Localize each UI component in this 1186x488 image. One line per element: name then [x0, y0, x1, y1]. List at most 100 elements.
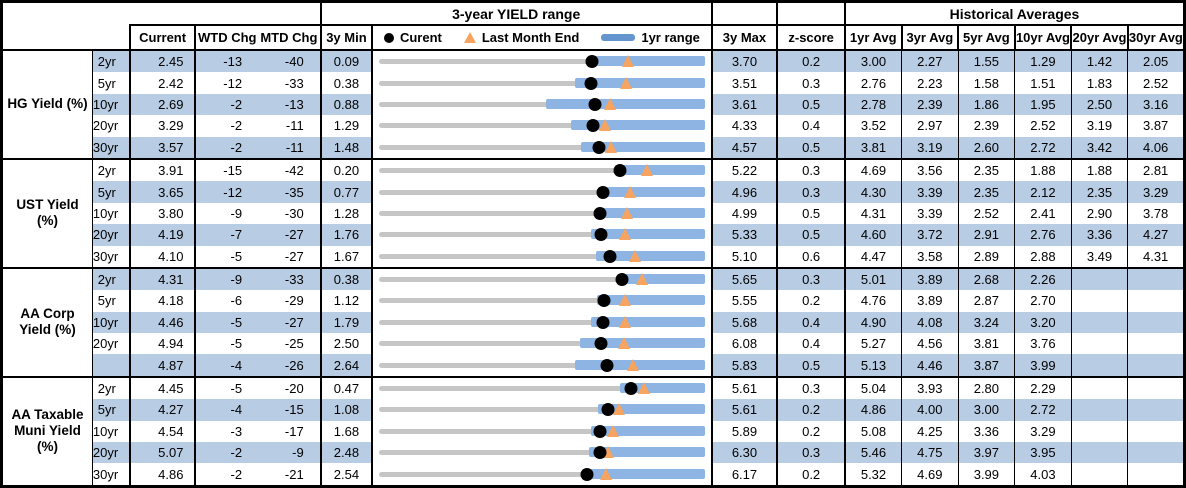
tenor-cell: [92, 354, 130, 377]
current-dot: [615, 273, 629, 287]
tenor-cell: 2yr: [92, 267, 130, 291]
current-dot: [594, 228, 608, 242]
current-cell: 4.19: [128, 224, 197, 246]
three-year-range-track: [379, 277, 705, 283]
avg-cell: 4.03: [1014, 463, 1072, 487]
avg-cell: 1.42: [1071, 50, 1129, 73]
avg-cell: 2.72: [1014, 136, 1072, 159]
mtd-chg-cell: -11: [258, 136, 322, 159]
avg-cell: [1071, 399, 1129, 421]
last-month-end-marker: [604, 97, 617, 110]
3y-max-cell: 3.70: [711, 50, 779, 73]
group-label: AA Corp Yield (%): [1, 267, 93, 377]
yield-range-chart: [379, 94, 705, 115]
wtd-chg-cell: -5: [230, 336, 243, 352]
avg-cell: 2.23: [901, 72, 959, 94]
last-month-end-marker: [620, 206, 633, 219]
yield-range-cell: [372, 290, 713, 312]
group-label: AA Taxable Muni Yield (%): [1, 376, 93, 487]
three-year-range-track: [379, 123, 705, 129]
chart-legend-cell: Curent Last Month End 1yr range: [371, 24, 713, 51]
current-dot: [597, 294, 611, 308]
last-month-end-marker: [619, 228, 632, 241]
z-score-cell: 0.4: [777, 333, 846, 355]
mtd-chg-cell: -33: [258, 267, 322, 291]
current-cell: 2.69: [128, 93, 197, 116]
three-year-range-track: [379, 362, 705, 368]
current-cell: 4.31: [128, 267, 197, 291]
legend-last-month-end-label: Last Month End: [481, 30, 580, 45]
yield-range-chart: [379, 312, 705, 333]
avg-cell: 2.78: [844, 93, 903, 116]
avg-cell: 3.20: [1014, 311, 1072, 334]
current-cell: 3.80: [128, 202, 197, 225]
avg-cell: 2.80: [958, 376, 1016, 400]
yield-range-cell: [372, 93, 713, 116]
avg-cell: [1127, 354, 1185, 377]
avg-cell: 4.30: [844, 181, 903, 203]
table-row: 10yr 2.69 -2 -13 0.88 3.61 0.5 2.78 2.39 1.86 1.95…: [2, 93, 1185, 116]
avg-cell: 4.76: [844, 290, 903, 312]
one-year-range-bar-icon: [601, 34, 636, 41]
current-cell: 4.86: [128, 463, 197, 487]
avg-cell: 2.41: [1014, 202, 1072, 225]
last-month-end-marker: [607, 424, 620, 437]
last-month-end-marker: [604, 140, 617, 153]
yield-group-1: HG Yield (%) 2yr 2.45 -13 -40 0.09 3.70 0.2 3.00…: [1, 50, 1185, 159]
col-header-3y-max: 3y Max: [710, 24, 779, 51]
group-label: UST Yield (%): [1, 158, 93, 268]
one-year-range-bar: [581, 141, 705, 152]
group-label: HG Yield (%): [1, 50, 93, 159]
3y-min-cell: 1.79: [320, 311, 374, 334]
current-cell: 4.87: [128, 354, 197, 377]
col-header-10yr-avg: 10yr Avg: [1013, 24, 1072, 51]
3y-min-cell: 0.38: [320, 72, 374, 94]
last-month-end-marker: [619, 76, 632, 89]
mtd-chg-cell: -15: [258, 399, 322, 421]
three-year-range-track: [379, 80, 705, 86]
3y-max-cell: 5.61: [711, 376, 779, 400]
3y-min-cell: 0.20: [320, 158, 374, 182]
yield-range-chart: [379, 378, 705, 399]
three-year-range-track: [379, 386, 705, 392]
current-dot: [580, 467, 594, 481]
avg-cell: 4.69: [901, 463, 959, 487]
avg-cell: 4.90: [844, 311, 903, 334]
avg-cell: 1.95: [1014, 93, 1072, 116]
avg-cell: 2.39: [958, 115, 1016, 137]
avg-cell: [1071, 420, 1129, 443]
avg-cell: 1.51: [1014, 72, 1072, 94]
avg-cell: 3.42: [1071, 136, 1129, 159]
legend-current-label: Curent: [399, 30, 442, 45]
3y-max-cell: 5.83: [711, 354, 779, 377]
avg-cell: 1.83: [1071, 72, 1129, 94]
3y-max-cell: 5.68: [711, 311, 779, 334]
avg-cell: 3.29: [1014, 420, 1072, 443]
current-dot: [601, 403, 615, 417]
one-year-range-bar: [590, 316, 705, 327]
yield-range-chart: [379, 137, 705, 158]
wtd-chg-cell: -2: [195, 442, 259, 464]
yield-range-cell: [372, 50, 713, 73]
yield-range-chart: [379, 160, 705, 181]
3y-max-cell: 3.61: [711, 93, 779, 116]
current-dot: [584, 76, 598, 90]
avg-cell: 3.99: [958, 463, 1016, 487]
three-year-range-track: [379, 341, 705, 347]
one-year-range-bar: [570, 120, 705, 131]
avg-cell: 2.39: [901, 93, 959, 116]
table-row: 5yr 2.42 -12 -33 0.38 3.51 0.3 2.76 2.23 1.58 1.51…: [2, 72, 1185, 94]
three-year-range-track: [379, 210, 705, 216]
z-score-cell: 0.2: [777, 290, 846, 312]
avg-cell: 1.86: [958, 93, 1016, 116]
current-cell: 4.10: [128, 245, 197, 268]
one-year-range-bar: [598, 186, 705, 197]
three-year-range-track: [379, 168, 705, 174]
avg-cell: 2.70: [1014, 290, 1072, 312]
current-dot: [586, 119, 600, 133]
yield-range-cell: [372, 333, 713, 355]
mtd-chg-cell: -33: [258, 72, 322, 94]
avg-cell: 3.49: [1071, 245, 1129, 268]
table-row: 10yr 4.46 -5 -27 1.79 5.68 0.4 4.90 4.08 3.24 3.20: [2, 311, 1185, 334]
